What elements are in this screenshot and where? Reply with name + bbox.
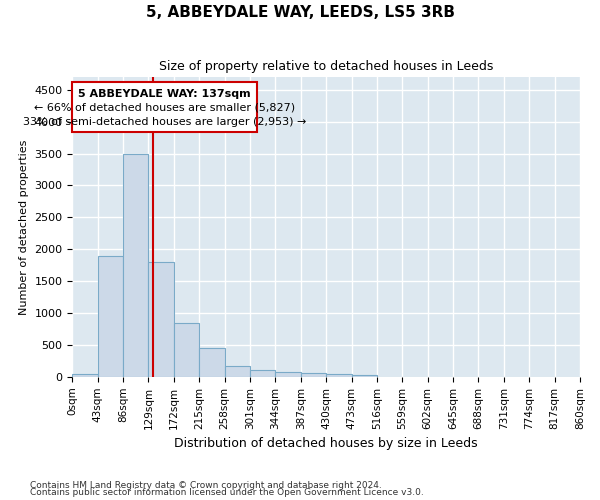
Bar bbox=[275, 372, 301, 377]
Text: 5, ABBEYDALE WAY, LEEDS, LS5 3RB: 5, ABBEYDALE WAY, LEEDS, LS5 3RB bbox=[146, 5, 455, 20]
Text: 33% of semi-detached houses are larger (2,953) →: 33% of semi-detached houses are larger (… bbox=[23, 117, 306, 127]
Bar bbox=[174, 322, 199, 377]
Bar bbox=[73, 374, 98, 377]
Bar bbox=[224, 366, 250, 377]
Bar bbox=[123, 154, 148, 377]
Y-axis label: Number of detached properties: Number of detached properties bbox=[19, 139, 29, 314]
Bar bbox=[98, 256, 123, 377]
Bar bbox=[199, 348, 224, 377]
Bar bbox=[301, 373, 326, 377]
Bar bbox=[148, 262, 174, 377]
Title: Size of property relative to detached houses in Leeds: Size of property relative to detached ho… bbox=[159, 60, 493, 73]
Text: Contains public sector information licensed under the Open Government Licence v3: Contains public sector information licen… bbox=[30, 488, 424, 497]
X-axis label: Distribution of detached houses by size in Leeds: Distribution of detached houses by size … bbox=[175, 437, 478, 450]
Text: ← 66% of detached houses are smaller (5,827): ← 66% of detached houses are smaller (5,… bbox=[34, 103, 295, 113]
Text: 5 ABBEYDALE WAY: 137sqm: 5 ABBEYDALE WAY: 137sqm bbox=[78, 90, 251, 100]
Bar bbox=[326, 374, 352, 377]
Bar bbox=[250, 370, 275, 377]
Text: Contains HM Land Registry data © Crown copyright and database right 2024.: Contains HM Land Registry data © Crown c… bbox=[30, 480, 382, 490]
Bar bbox=[352, 374, 377, 377]
Bar bbox=[73, 82, 257, 132]
